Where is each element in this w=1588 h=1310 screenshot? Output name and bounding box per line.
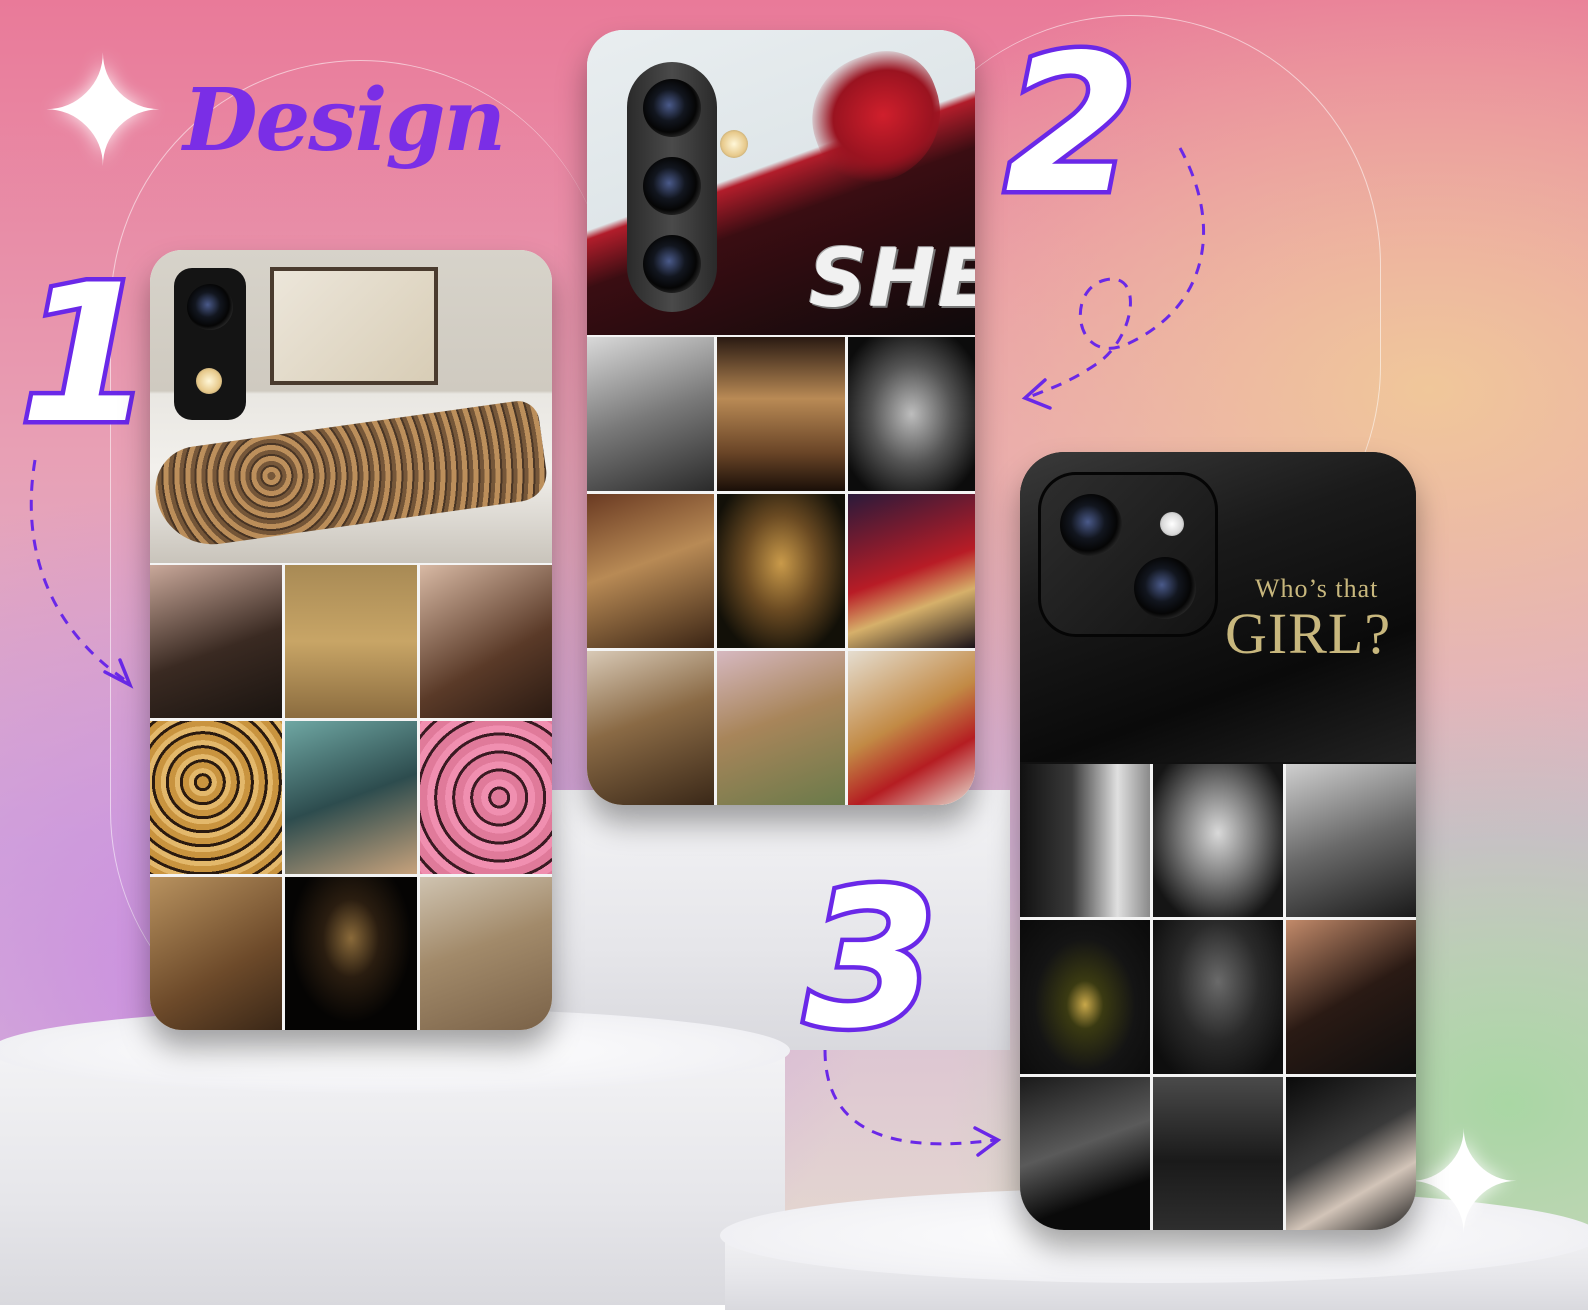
case-1-collage-grid [150, 565, 552, 1030]
case-2-collage-grid [587, 337, 975, 805]
camera-lens-icon [643, 79, 701, 137]
sparkle-icon: ✦ [1405, 1103, 1523, 1266]
collage-tile [587, 337, 715, 491]
camera-lens-icon [1134, 557, 1196, 619]
pedestal-back [540, 790, 1010, 1050]
camera-lens-icon [187, 284, 233, 330]
collage-tile [420, 877, 552, 1030]
number-three: 3 [800, 849, 941, 1070]
flash-icon [720, 130, 748, 158]
phone-case-2[interactable]: SHE [587, 30, 975, 805]
collage-tile [717, 651, 845, 805]
number-two: 2 [1000, 14, 1141, 235]
dashed-arrow-icon [823, 1049, 1002, 1157]
collage-tile [1020, 764, 1150, 918]
collage-tile [150, 721, 282, 874]
collage-tile [847, 651, 975, 805]
case-2-camera-cutout [627, 62, 717, 312]
phone-case-1[interactable] [150, 250, 552, 1030]
whos-that-text: Who’s that [1255, 574, 1379, 603]
case-3-camera-cutout [1038, 472, 1218, 637]
case-1-camera-cutout [174, 268, 246, 420]
dashed-arrow-icon [29, 459, 134, 689]
collage-tile [847, 494, 975, 648]
she-overlay-text: SHE [809, 232, 975, 325]
collage-tile [717, 494, 845, 648]
collage-tile [1020, 1076, 1150, 1230]
camera-lens-icon [643, 157, 701, 215]
collage-tile [420, 721, 552, 874]
collage-tile [420, 565, 552, 718]
collage-tile [285, 877, 417, 1030]
collage-tile [847, 337, 975, 491]
girl-text: GIRL? [1225, 601, 1392, 666]
collage-tile [1020, 920, 1150, 1074]
camera-lens-icon [643, 235, 701, 293]
collage-tile [150, 877, 282, 1030]
design-heading: Design [183, 70, 506, 171]
reclining-figure [150, 398, 551, 552]
collage-tile [587, 651, 715, 805]
collage-tile [1153, 764, 1283, 918]
sparkle-icon: ✦ [40, 26, 166, 200]
dashed-arrow-icon [1021, 147, 1206, 410]
collage-tile [1153, 920, 1283, 1074]
collage-tile [587, 494, 715, 648]
phone-case-3[interactable]: Who’s that GIRL? [1020, 452, 1416, 1230]
collage-tile [285, 565, 417, 718]
collage-tile [1153, 1076, 1283, 1230]
framed-leopard-picture [270, 267, 438, 385]
camera-lens-icon [1060, 494, 1122, 556]
collage-tile [1286, 764, 1416, 918]
case-3-collage-grid [1020, 764, 1416, 1230]
collage-tile [1286, 920, 1416, 1074]
flash-icon [196, 368, 222, 394]
flash-icon [1160, 512, 1184, 536]
collage-tile [285, 721, 417, 874]
red-lips-graphic [794, 36, 960, 199]
decor-arc-right [880, 15, 1381, 616]
collage-tile [717, 337, 845, 491]
number-one: 1 [15, 244, 156, 465]
collage-tile [1286, 1076, 1416, 1230]
decor-arc-left [110, 60, 611, 1061]
collage-tile [150, 565, 282, 718]
